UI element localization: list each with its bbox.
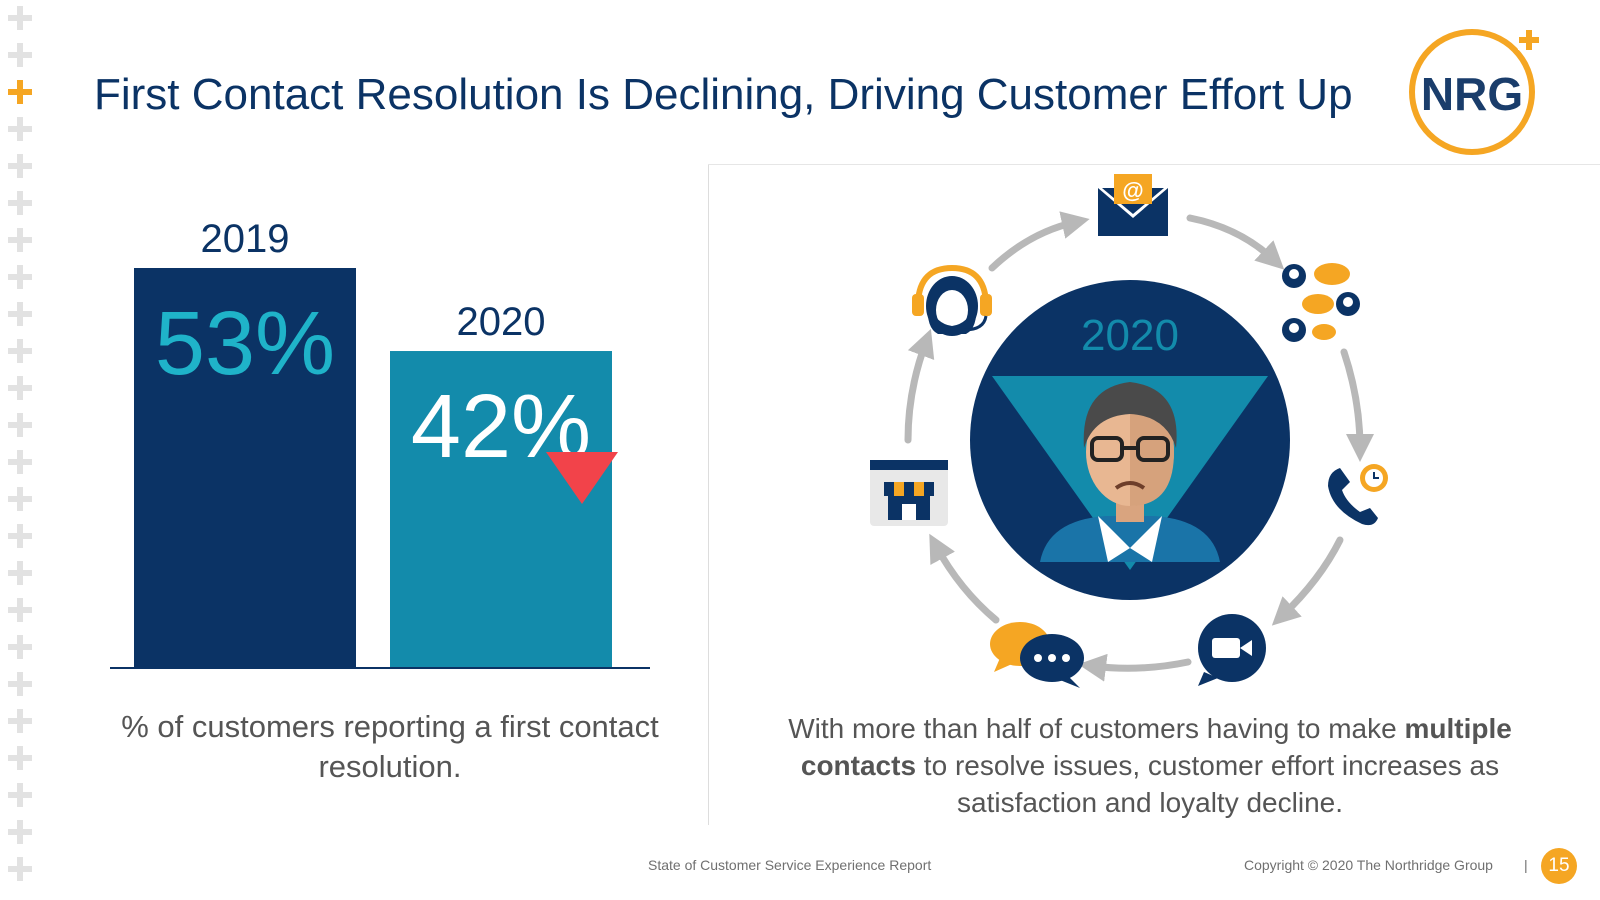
- plus-pattern-icon: [8, 487, 32, 511]
- category-label-2020: 2020: [457, 300, 546, 344]
- plus-pattern-icon: [8, 413, 32, 437]
- plus-pattern-icon: [8, 672, 32, 696]
- frustrated-customer-icon: [1040, 382, 1220, 562]
- cycle-caption-part1: With more than half of customers having …: [788, 713, 1405, 744]
- panel-divider-top: [708, 164, 1600, 165]
- logo-text: NRG: [1421, 68, 1523, 120]
- page-number-badge: 15: [1541, 848, 1577, 884]
- plus-pattern-icon: [8, 709, 32, 733]
- cycle-caption-part2: to resolve issues, customer effort incre…: [916, 750, 1500, 818]
- chart-caption: % of customers reporting a first contact…: [121, 709, 659, 784]
- footer-report-title: State of Customer Service Experience Rep…: [648, 857, 932, 873]
- cycle-caption-emphasis: multiple contacts: [800, 713, 1512, 781]
- plus-pattern-icon: [8, 783, 32, 807]
- logo-ring: [1409, 29, 1535, 155]
- plus-pattern-icon: [8, 117, 32, 141]
- cycle-arrows: [904, 211, 1374, 682]
- plus-pattern-icon: [8, 746, 32, 770]
- plus-pattern-icon: [8, 191, 32, 215]
- bar-2020: [390, 351, 612, 668]
- value-label-2019: 53%: [155, 294, 335, 394]
- footer-copyright: Copyright © 2020 The Northridge Group: [1244, 857, 1493, 873]
- plus-pattern-icon: [8, 857, 32, 881]
- nrg-logo: NRG: [1409, 26, 1542, 155]
- plus-pattern-icon: [8, 6, 32, 30]
- plus-pattern-icon: [8, 228, 32, 252]
- plus-pattern-icon: [8, 265, 32, 289]
- plus-pattern-icon: [8, 598, 32, 622]
- email-icon: @: [1098, 174, 1168, 236]
- category-label-2019: 2019: [201, 217, 290, 261]
- phone-icon: [1328, 464, 1388, 526]
- video-call-icon: [1198, 614, 1266, 686]
- contact-cycle-diagram: 2020 @: [870, 170, 1430, 690]
- plus-pattern-icon: [8, 561, 32, 585]
- plus-pattern-icon: [8, 450, 32, 474]
- down-triangle-icon: [546, 452, 618, 504]
- cycle-caption: With more than half of customers having …: [740, 710, 1560, 821]
- plus-pattern-icon: [8, 376, 32, 400]
- plus-pattern-icon: [8, 302, 32, 326]
- store-icon: [870, 460, 948, 526]
- plus-pattern-icon: [8, 820, 32, 844]
- page-title: First Contact Resolution Is Declining, D…: [94, 70, 1353, 119]
- plus-pattern-icon: [8, 635, 32, 659]
- footer-separator: |: [1524, 857, 1528, 873]
- plus-pattern-column: [0, 0, 40, 900]
- headset-agent-icon: [912, 264, 992, 336]
- plus-pattern-icon: [8, 154, 32, 178]
- plus-pattern-icon: [8, 339, 32, 363]
- cycle-center-year: 2020: [1081, 311, 1179, 360]
- plus-pattern-icon: [8, 43, 32, 67]
- svg-text:@: @: [1122, 178, 1143, 203]
- plus-pattern-icon: [8, 524, 32, 548]
- chat-people-icon: [1282, 263, 1360, 342]
- chat-bubbles-icon: [990, 622, 1084, 688]
- panel-divider: [708, 165, 709, 825]
- plus-accent-icon: [8, 80, 32, 104]
- bar-2019: [134, 268, 356, 668]
